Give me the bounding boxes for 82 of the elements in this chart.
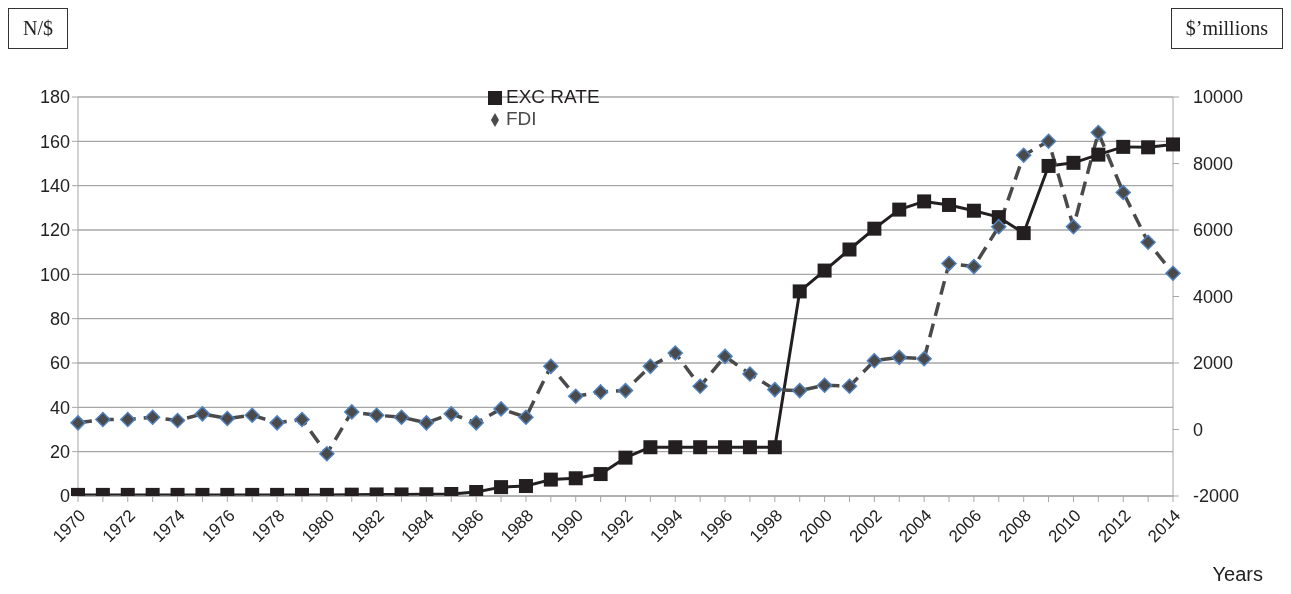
point [867, 221, 882, 236]
point [1041, 158, 1056, 173]
point [418, 415, 435, 431]
point [891, 349, 907, 366]
point [817, 263, 832, 278]
point [543, 358, 559, 375]
point [443, 406, 460, 422]
point [1091, 147, 1106, 162]
point [842, 242, 857, 257]
point [617, 382, 634, 399]
point [1166, 137, 1180, 152]
point [1040, 133, 1057, 149]
legend-label: FDI [506, 108, 537, 129]
point [1115, 184, 1131, 201]
point [916, 350, 932, 367]
point [667, 345, 684, 361]
point [1065, 218, 1082, 235]
point [319, 446, 335, 462]
y2-tick-label: 6000 [1193, 220, 1234, 241]
point [567, 388, 584, 404]
point [1016, 226, 1031, 241]
legend-label: EXC RATE [506, 86, 600, 107]
point [493, 401, 509, 417]
point [1015, 147, 1032, 163]
point [941, 255, 957, 272]
point [791, 382, 808, 399]
point [1140, 234, 1156, 251]
point [269, 415, 285, 431]
point [194, 406, 211, 422]
y-tick-label: 20 [49, 442, 70, 463]
y-tick-label: 180 [39, 87, 70, 108]
point [841, 378, 858, 395]
y-tick-label: 80 [49, 309, 70, 330]
point [1141, 140, 1156, 155]
y2-tick-label: 4000 [1193, 286, 1234, 307]
y-tick-label: 40 [49, 397, 70, 418]
point [1090, 124, 1107, 141]
point [344, 404, 360, 420]
point [95, 411, 111, 428]
point [169, 412, 186, 429]
point [816, 377, 833, 394]
point [966, 258, 982, 275]
y2-tick-label: 8000 [1193, 153, 1234, 174]
point [917, 194, 932, 209]
y-tick-label: 60 [49, 353, 70, 374]
y-tick-label: 120 [39, 220, 70, 241]
point [70, 415, 86, 431]
point [244, 407, 260, 423]
point [518, 409, 534, 425]
y-axis-title: N/$ [8, 8, 68, 49]
point [368, 407, 385, 423]
point [294, 411, 310, 428]
point [942, 197, 957, 212]
point [767, 381, 783, 398]
point [866, 352, 883, 369]
y-tick-label: 0 [59, 486, 70, 507]
point [1165, 265, 1181, 281]
point [991, 218, 1007, 235]
point [966, 203, 981, 218]
point [642, 358, 659, 375]
point [592, 384, 609, 400]
y2-tick-label: 0 [1193, 419, 1204, 440]
point [1116, 139, 1131, 154]
point [892, 202, 907, 217]
point [219, 410, 236, 427]
y-tick-label: 140 [39, 176, 70, 197]
point [120, 411, 136, 428]
point [468, 415, 484, 431]
y-tick-label: 160 [39, 131, 70, 152]
x-axis-title: Years [1212, 563, 1263, 586]
y2-tick-label: 10000 [1193, 87, 1244, 108]
point [717, 348, 733, 365]
point [742, 366, 758, 382]
point [144, 409, 161, 425]
y-tick-label: 100 [39, 264, 70, 285]
y2-axis-title: $’millions [1170, 8, 1283, 49]
point [1066, 155, 1081, 170]
y2-tick-label: -2000 [1193, 486, 1240, 507]
point [393, 409, 410, 425]
y2-tick-label: 2000 [1193, 353, 1234, 374]
point [692, 378, 708, 395]
point [792, 284, 807, 299]
